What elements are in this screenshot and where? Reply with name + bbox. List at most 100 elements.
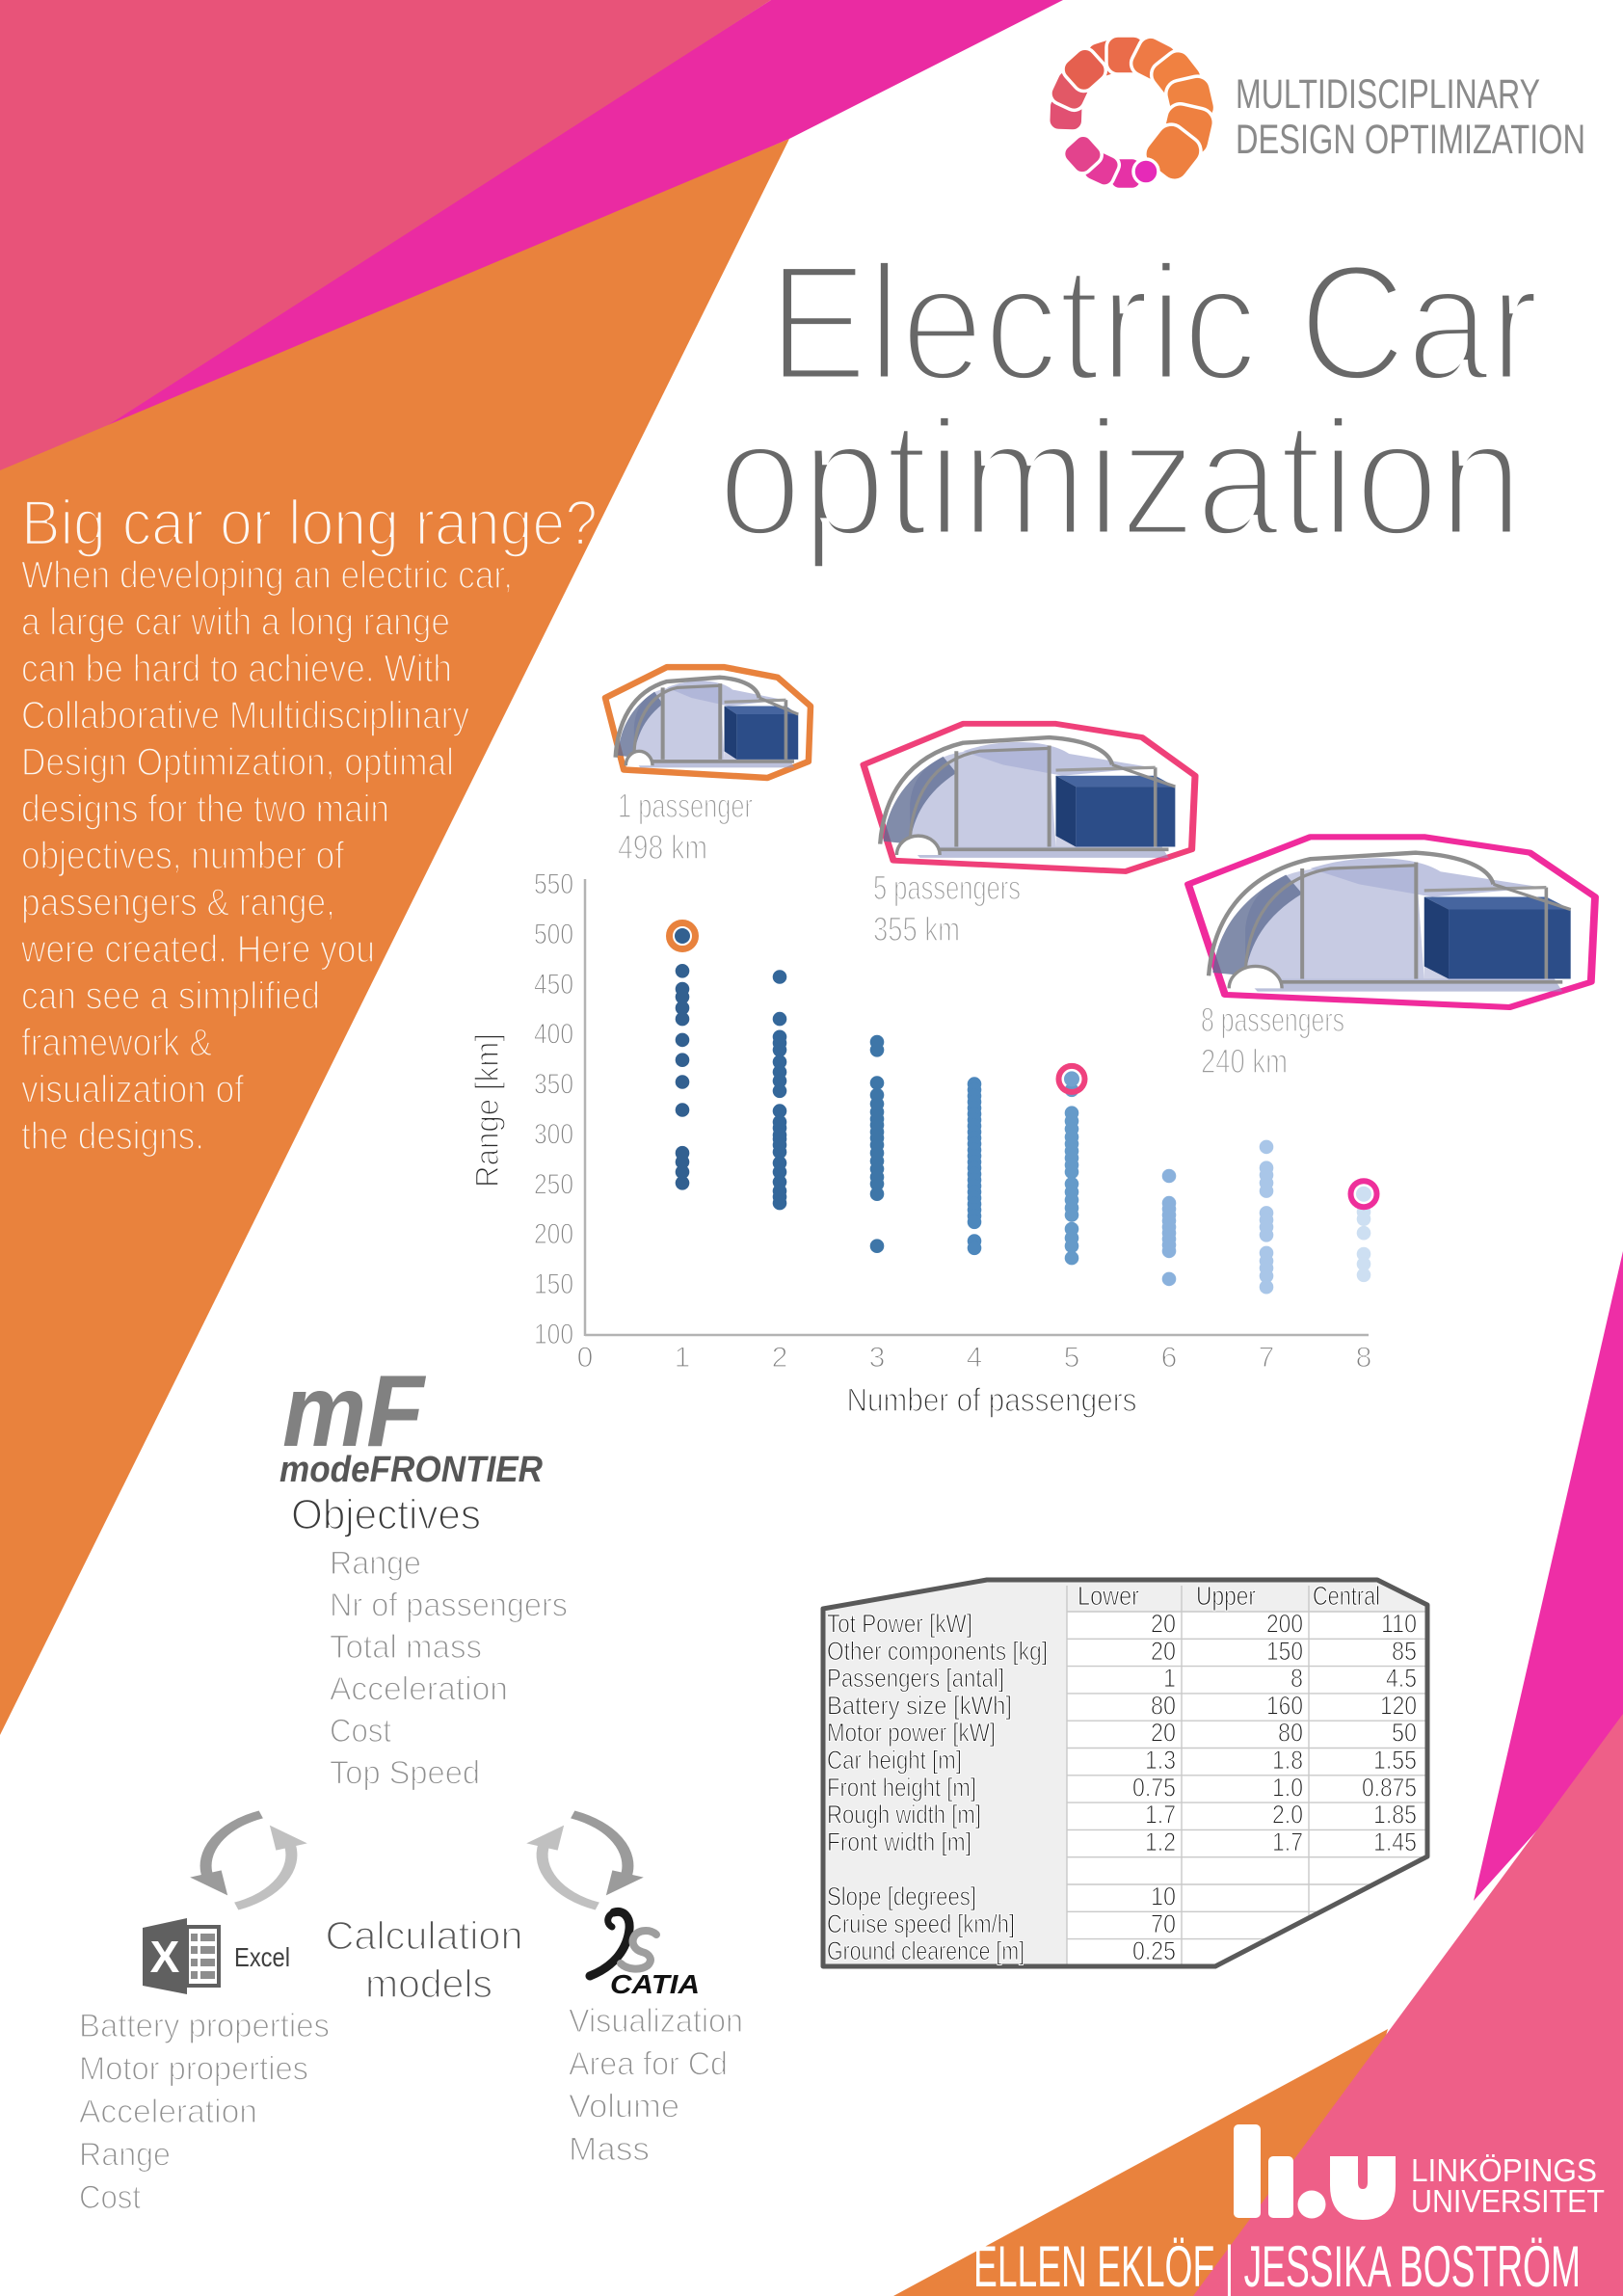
svg-text:200: 200: [534, 1218, 573, 1250]
svg-text:200: 200: [1266, 1610, 1303, 1639]
svg-text:1.2: 1.2: [1145, 1828, 1176, 1856]
svg-text:Cost: Cost: [330, 1713, 391, 1749]
svg-text:CATIA: CATIA: [610, 1969, 700, 1999]
svg-text:visualization of: visualization of: [21, 1069, 245, 1111]
svg-text:Car height [m]: Car height [m]: [827, 1746, 962, 1775]
svg-text:150: 150: [1266, 1637, 1303, 1666]
svg-text:8: 8: [1356, 1342, 1372, 1374]
svg-text:20: 20: [1151, 1610, 1176, 1639]
svg-text:Battery properties: Battery properties: [79, 2008, 330, 2044]
svg-text:1: 1: [675, 1342, 691, 1374]
svg-text:355 km: 355 km: [873, 911, 960, 948]
svg-text:1 passenger: 1 passenger: [618, 788, 753, 825]
svg-text:350: 350: [534, 1069, 573, 1101]
svg-text:110: 110: [1381, 1610, 1417, 1639]
svg-text:4: 4: [967, 1342, 983, 1374]
svg-text:8: 8: [1290, 1664, 1303, 1693]
svg-text:Range [km]: Range [km]: [469, 1033, 506, 1188]
svg-text:Passengers [antal]: Passengers [antal]: [827, 1664, 1004, 1693]
svg-text:Objectives: Objectives: [291, 1491, 481, 1538]
svg-text:mF: mF: [282, 1354, 427, 1468]
svg-text:Calculation: Calculation: [326, 1913, 523, 1958]
svg-text:498 km: 498 km: [618, 829, 707, 867]
svg-text:Top Speed: Top Speed: [330, 1755, 480, 1792]
svg-text:framework &: framework &: [21, 1022, 212, 1064]
svg-text:4.5: 4.5: [1386, 1664, 1417, 1693]
svg-text:MULTIDISCIPLINARY: MULTIDISCIPLINARY: [1236, 71, 1540, 118]
svg-text:Central: Central: [1313, 1581, 1380, 1611]
svg-text:8 passengers: 8 passengers: [1201, 1001, 1344, 1039]
svg-text:designs for the two main: designs for the two main: [21, 788, 389, 831]
svg-text:a large car with a long range: a large car with a long range: [21, 601, 450, 644]
svg-text:1.7: 1.7: [1145, 1801, 1176, 1829]
svg-text:Design Optimization, optimal: Design Optimization, optimal: [21, 741, 454, 784]
svg-text:0.75: 0.75: [1132, 1773, 1176, 1802]
svg-text:ELLEN EKLÖF | JESSIKA BOSTRÖM: ELLEN EKLÖF | JESSIKA BOSTRÖM: [973, 2234, 1581, 2296]
svg-text:Area for Cd: Area for Cd: [569, 2045, 728, 2082]
svg-text:Lower: Lower: [1078, 1581, 1139, 1611]
svg-text:Cruise speed [km/h]: Cruise speed [km/h]: [827, 1909, 1015, 1938]
svg-text:Front width [m]: Front width [m]: [827, 1828, 971, 1856]
svg-text:250: 250: [534, 1168, 573, 1200]
svg-text:10: 10: [1151, 1882, 1176, 1911]
svg-text:were created. Here you: were created. Here you: [20, 928, 375, 971]
svg-text:models: models: [365, 1962, 492, 2006]
svg-text:450: 450: [534, 969, 573, 1001]
svg-text:Cost: Cost: [79, 2179, 141, 2216]
svg-text:Big car or long range?: Big car or long range?: [21, 487, 598, 558]
svg-text:objectives, number of: objectives, number of: [21, 835, 345, 877]
svg-text:LINKÖPINGS: LINKÖPINGS: [1411, 2152, 1597, 2188]
svg-text:Visualization: Visualization: [569, 2003, 743, 2040]
svg-text:80: 80: [1151, 1691, 1176, 1720]
svg-text:Other components [kg]: Other components [kg]: [827, 1637, 1048, 1666]
svg-text:7: 7: [1259, 1342, 1275, 1374]
svg-text:1.8: 1.8: [1272, 1746, 1303, 1775]
svg-text:5: 5: [1064, 1342, 1080, 1374]
svg-text:80: 80: [1278, 1719, 1303, 1748]
svg-text:1.7: 1.7: [1272, 1828, 1303, 1856]
svg-text:optimization: optimization: [718, 386, 1523, 571]
svg-text:0.25: 0.25: [1132, 1936, 1176, 1965]
svg-text:2.0: 2.0: [1272, 1801, 1303, 1829]
svg-text:1.45: 1.45: [1373, 1828, 1417, 1856]
svg-text:can be hard to achieve. With: can be hard to achieve. With: [21, 648, 452, 690]
svg-text:Volume: Volume: [569, 2089, 679, 2125]
svg-text:85: 85: [1392, 1637, 1417, 1666]
svg-text:passengers & range,: passengers & range,: [21, 882, 335, 924]
svg-text:Slope [degrees]: Slope [degrees]: [827, 1882, 976, 1911]
svg-text:120: 120: [1380, 1691, 1417, 1720]
svg-text:5 passengers: 5 passengers: [873, 869, 1021, 907]
svg-text:Total mass: Total mass: [330, 1629, 482, 1666]
svg-text:160: 160: [1266, 1691, 1303, 1720]
svg-text:1: 1: [1163, 1664, 1176, 1693]
svg-text:1.3: 1.3: [1145, 1746, 1176, 1775]
svg-text:Motor properties: Motor properties: [79, 2051, 308, 2088]
svg-text:20: 20: [1151, 1719, 1176, 1748]
svg-text:3: 3: [869, 1342, 886, 1374]
svg-text:Battery size [kWh]: Battery size [kWh]: [827, 1691, 1012, 1720]
svg-text:Nr of passengers: Nr of passengers: [330, 1588, 568, 1624]
svg-text:Range: Range: [330, 1545, 421, 1582]
svg-text:70: 70: [1151, 1909, 1176, 1938]
svg-text:2: 2: [772, 1342, 788, 1374]
svg-text:Acceleration: Acceleration: [330, 1671, 508, 1708]
svg-text:When developing an electric ca: When developing an electric car,: [21, 554, 513, 597]
svg-text:1.85: 1.85: [1373, 1801, 1417, 1829]
svg-text:100: 100: [534, 1319, 573, 1350]
svg-text:500: 500: [534, 919, 573, 950]
svg-text:modeFRONTIER: modeFRONTIER: [279, 1450, 544, 1490]
svg-text:Range: Range: [79, 2137, 171, 2174]
svg-text:UNIVERSITET: UNIVERSITET: [1411, 2183, 1605, 2219]
svg-text:20: 20: [1151, 1637, 1176, 1666]
svg-text:Acceleration: Acceleration: [79, 2094, 257, 2130]
svg-text:1.55: 1.55: [1373, 1746, 1417, 1775]
svg-text:Motor power [kW]: Motor power [kW]: [827, 1719, 996, 1748]
svg-text:Mass: Mass: [569, 2131, 650, 2168]
svg-text:6: 6: [1161, 1342, 1178, 1374]
svg-text:Electric Car: Electric Car: [768, 230, 1539, 415]
svg-text:400: 400: [534, 1019, 573, 1051]
svg-text:Collaborative Multidisciplinar: Collaborative Multidisciplinary: [21, 695, 469, 737]
svg-text:0: 0: [577, 1342, 594, 1374]
svg-text:550: 550: [534, 868, 573, 900]
svg-text:X: X: [150, 1932, 180, 1982]
